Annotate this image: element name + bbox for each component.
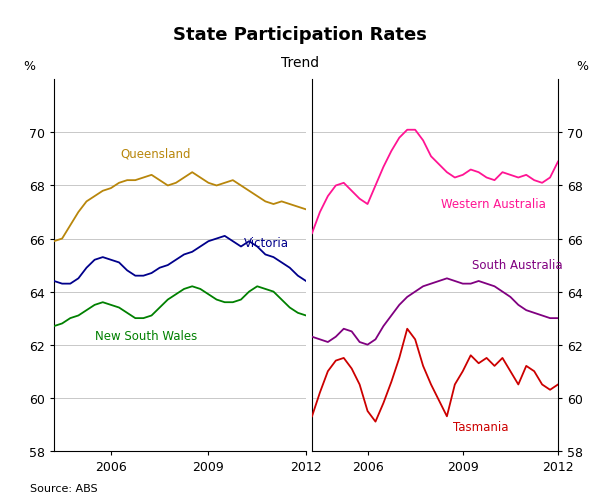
Text: Western Australia: Western Australia <box>440 197 545 210</box>
Text: Trend: Trend <box>281 56 319 70</box>
Text: %: % <box>577 60 589 73</box>
Text: State Participation Rates: State Participation Rates <box>173 26 427 44</box>
Text: %: % <box>23 60 35 73</box>
Text: Victoria: Victoria <box>244 237 289 250</box>
Text: Queensland: Queensland <box>121 147 191 160</box>
Text: South Australia: South Australia <box>472 258 563 271</box>
Text: Tasmania: Tasmania <box>453 420 509 433</box>
Text: New South Wales: New South Wales <box>95 330 197 343</box>
Text: Source: ABS: Source: ABS <box>30 483 98 493</box>
